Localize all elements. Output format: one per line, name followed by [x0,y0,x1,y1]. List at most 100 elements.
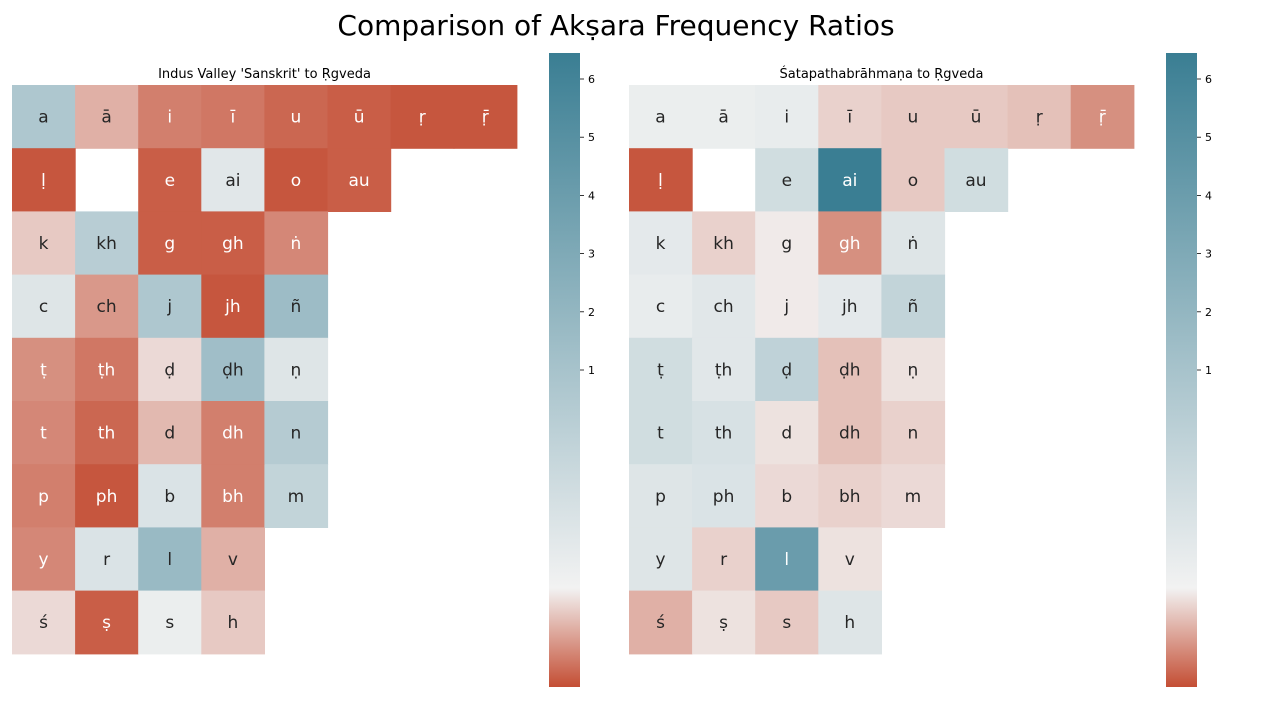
cell-label: k [39,234,49,254]
heatmap-cell [755,590,819,655]
heatmap-cell [201,211,265,276]
heatmap-cell [818,211,882,276]
cell-label: a [38,108,48,128]
cell-label: r [103,550,110,570]
heatmap-cell [818,590,882,655]
left-colorbar: 1 2 3 4 5 6 [549,53,595,687]
heatmap-cell [75,85,139,149]
heatmap-cell [264,85,329,149]
heatmap-cell [692,401,756,465]
heatmap-cell [755,337,819,402]
heatmap-cell [138,148,202,212]
cell-label: ṝ [482,108,489,128]
heatmap-cell [692,337,756,402]
cell-label: u [908,108,919,128]
heatmap-cell [818,85,882,149]
cell-label: ḍh [839,360,861,380]
cell-label: m [288,487,305,507]
cell-label: ḍh [222,360,244,380]
cell-label: p [38,487,49,507]
heatmap-cell [453,85,518,149]
right-heatmap: a ā i ī u ū ṛ ṝ ḷ e ai o au k kh g gh ṅ c ch j jh ñ ṭ ṭh ḍ ḍh ṇ t th d… [629,85,1135,655]
heatmap-cell [75,590,139,655]
cell-label: ai [225,171,240,191]
heatmap-cell [881,337,946,402]
heatmap-cell [264,337,329,402]
heatmap-cell [75,401,139,465]
heatmap-cell [755,401,819,465]
cell-label: ū [971,108,982,128]
heatmap-cell [755,464,819,528]
cell-label: d [164,424,175,444]
heatmap-cell [264,148,329,212]
cell-label: c [656,297,665,317]
cell-label: ā [101,108,111,128]
cell-label: ā [718,108,728,128]
cell-label: au [348,171,369,191]
colorbar-tick-label: 6 [1205,73,1212,86]
heatmap-cell [629,527,693,592]
cell-label: y [38,550,48,570]
cell-label: ḍ [164,360,175,380]
heatmap-cell [201,337,265,402]
heatmap-cell [629,274,693,339]
colorbar-gradient [549,53,580,687]
cell-label: i [167,108,172,128]
cell-label: ṣ [719,613,728,633]
cell-label: ū [354,108,365,128]
figure-title: Comparison of Akṣara Frequency Ratios [337,9,895,42]
heatmap-cell [201,148,265,212]
heatmap-cell [629,401,693,465]
colorbar-tick-label: 2 [1205,306,1212,319]
cell-label: bh [222,487,244,507]
heatmap-cell [75,274,139,339]
left-heatmap: a ā i ī u ū ṛ ṝ ḷ e ai o au k kh g gh ṅ c ch j jh ñ ṭ ṭh ḍ ḍh ṇ t th d… [12,85,518,655]
heatmap-cell [818,401,882,465]
cell-label: n [908,424,919,444]
cell-label: p [655,487,666,507]
cell-label: y [655,550,665,570]
cell-label: ṇ [291,360,302,380]
cell-label: o [291,171,301,191]
right-panel-title: Śatapathabrāhmaṇa to Ṛgveda [779,67,984,82]
cell-label: gh [839,234,861,254]
cell-label: s [782,613,791,633]
colorbar-tick-label: 1 [588,364,595,377]
heatmap-cell [881,85,946,149]
colorbar-tick-label: 3 [1205,248,1212,261]
heatmap-cell [138,401,202,465]
cell-label: g [781,234,792,254]
heatmap-cell [264,464,329,528]
heatmap-cell [327,148,392,212]
cell-label: ṭh [715,360,732,380]
cell-label: ś [656,613,665,633]
heatmap-cell [818,527,882,592]
cell-label: d [781,424,792,444]
heatmap-cell [755,85,819,149]
right-colorbar: 1 2 3 4 5 6 [1166,53,1212,687]
heatmap-cell [692,464,756,528]
cell-label: ḷ [41,171,46,191]
heatmap-cell [75,211,139,276]
cell-label: e [782,171,792,191]
cell-label: g [164,234,175,254]
cell-label: r [720,550,727,570]
heatmap-cell [390,85,455,149]
cell-label: v [845,550,855,570]
cell-label: ṝ [1099,108,1106,128]
cell-label: ḍ [781,360,792,380]
heatmap-cell [138,590,202,655]
cell-label: jh [841,297,858,317]
heatmap-cell [201,274,265,339]
heatmap-cell [201,590,265,655]
cell-label: v [228,550,238,570]
cell-label: ī [846,108,852,128]
cell-label: ṛ [419,108,426,128]
cell-label: o [908,171,918,191]
cell-label: dh [222,424,244,444]
colorbar-gradient [1166,53,1197,687]
heatmap-cell [881,401,946,465]
heatmap-cell [264,401,329,465]
heatmap-cell [138,464,202,528]
